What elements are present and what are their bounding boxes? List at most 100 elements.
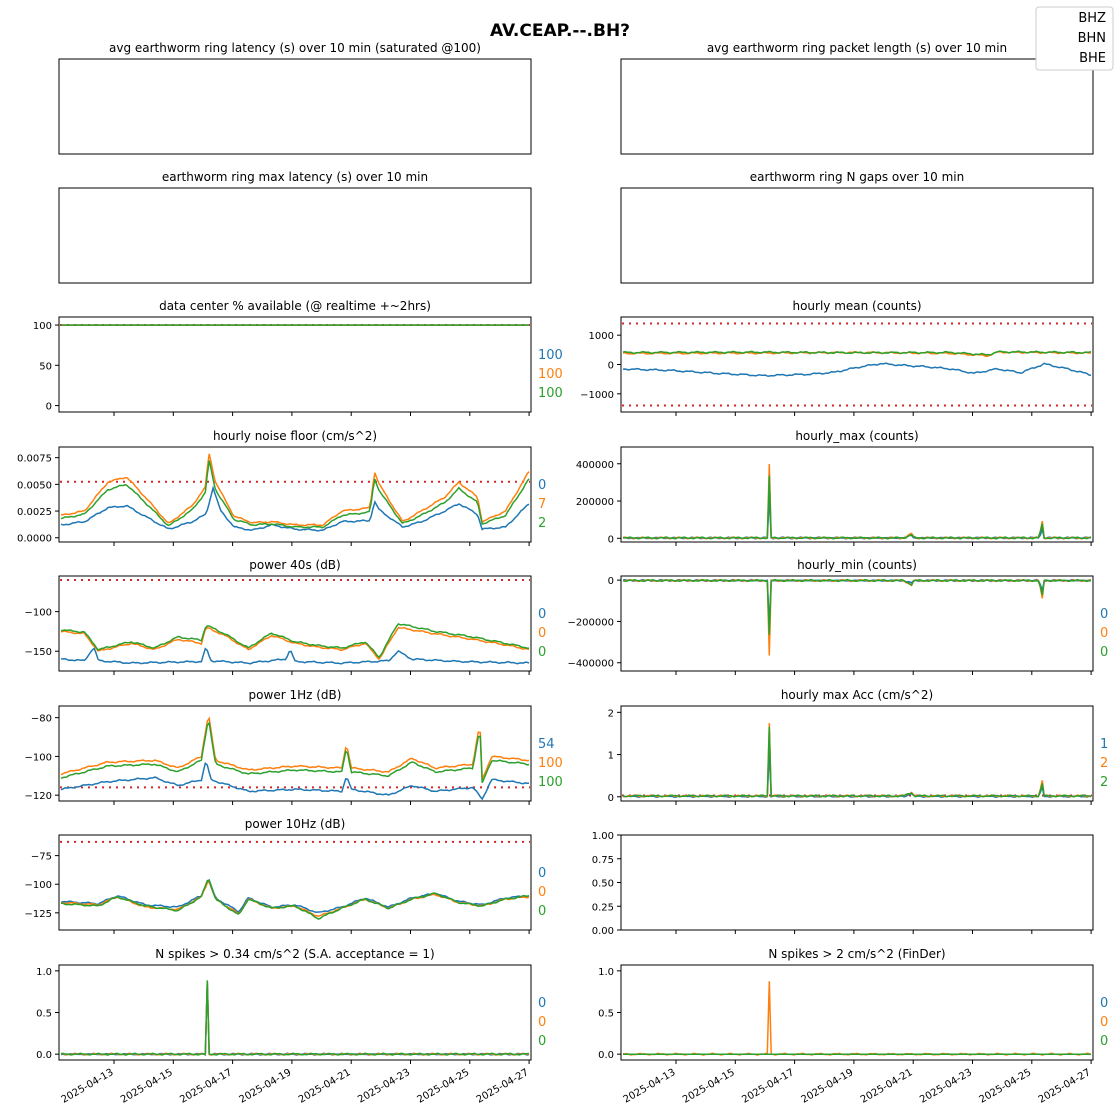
channel-percent-label: 0 bbox=[538, 626, 546, 641]
panel-title: hourly_max (counts) bbox=[795, 429, 918, 443]
y-tick-label: −100 bbox=[25, 880, 52, 891]
y-tick-label: 400000 bbox=[576, 460, 614, 471]
channel-percent-label: 0 bbox=[1100, 645, 1108, 660]
channel-percent-label: 0 bbox=[538, 885, 546, 900]
channel-percent-label: 0 bbox=[1100, 996, 1108, 1011]
channel-percent-label: 0 bbox=[538, 904, 546, 919]
y-tick-label: −100 bbox=[25, 608, 52, 619]
channel-percent-label: 1 bbox=[1100, 737, 1108, 752]
y-tick-label: 0.00 bbox=[592, 926, 614, 937]
series-line-bhe bbox=[622, 726, 1092, 798]
panel-p0: avg earthworm ring latency (s) over 10 m… bbox=[58, 41, 532, 155]
axes-frame bbox=[58, 187, 532, 284]
channel-percent-label: 0 bbox=[538, 996, 546, 1011]
channel-percent-label: 0 bbox=[1100, 1015, 1108, 1030]
x-tick-label: 2025-04-27 bbox=[475, 1067, 531, 1106]
y-tick-label: −80 bbox=[31, 714, 52, 725]
y-tick-label: 0.75 bbox=[592, 855, 614, 866]
series-line-bhe bbox=[622, 475, 1092, 540]
x-tick-label: 2025-04-13 bbox=[622, 1067, 678, 1106]
panel-title: earthworm ring max latency (s) over 10 m… bbox=[162, 170, 428, 184]
channel-percent-label: 100 bbox=[538, 775, 563, 790]
channel-percent-label: 2 bbox=[1100, 775, 1108, 790]
channel-percent-label: 0 bbox=[538, 478, 546, 493]
y-tick-label: −75 bbox=[31, 852, 52, 863]
x-tick-label: 2025-04-19 bbox=[238, 1067, 294, 1106]
channel-percent-label: 100 bbox=[538, 756, 563, 771]
panel-title: power 10Hz (dB) bbox=[245, 817, 346, 831]
panel-p15: N spikes > 2 cm/s^2 (FinDer) 0.0 0.5 1.0 202… bbox=[598, 947, 1108, 1106]
panel-p7: hourly_max (counts) 0 200000 400000 bbox=[576, 429, 1094, 546]
panel-p9: hourly_min (counts) −400000 −200000 0 0 0 0 bbox=[567, 558, 1108, 675]
series-line-bhn bbox=[60, 626, 530, 661]
x-tick-label: 2025-04-21 bbox=[859, 1067, 915, 1106]
series-line-bhe bbox=[60, 721, 530, 784]
axes-frame bbox=[58, 834, 532, 931]
channel-percent-label: 2 bbox=[538, 516, 546, 531]
series-line-bhz bbox=[60, 761, 530, 801]
panel-p2: earthworm ring max latency (s) over 10 m… bbox=[58, 170, 532, 284]
y-tick-label: 100 bbox=[33, 321, 52, 332]
y-tick-label: 0.0 bbox=[36, 1050, 52, 1061]
legend-entry-bhz: BHZ bbox=[1078, 11, 1106, 26]
channel-percent-label: 7 bbox=[538, 497, 546, 512]
x-tick-label: 2025-04-21 bbox=[297, 1067, 353, 1106]
y-tick-label: 1 bbox=[608, 751, 614, 762]
panel-title: N spikes > 2 cm/s^2 (FinDer) bbox=[768, 947, 945, 961]
panel-title: hourly_min (counts) bbox=[797, 558, 917, 572]
y-tick-label: −125 bbox=[25, 909, 52, 920]
axes-frame bbox=[620, 446, 1094, 543]
panel-p5: hourly mean (counts) −1000 0 1000 bbox=[580, 299, 1094, 416]
panel-title: avg earthworm ring latency (s) over 10 m… bbox=[109, 41, 481, 55]
y-tick-label: −200000 bbox=[567, 617, 614, 628]
channel-percent-label: 2 bbox=[1100, 756, 1108, 771]
channel-percent-label: 100 bbox=[538, 367, 563, 382]
channel-percent-label: 0 bbox=[538, 607, 546, 622]
panel-title: earthworm ring N gaps over 10 min bbox=[750, 170, 964, 184]
y-tick-label: 0 bbox=[608, 793, 614, 804]
axes-frame bbox=[620, 834, 1094, 931]
series-line-bhn bbox=[60, 716, 530, 780]
axes-frame bbox=[58, 964, 532, 1061]
channel-percent-label: 0 bbox=[538, 1015, 546, 1030]
channel-percent-label: 0 bbox=[1100, 607, 1108, 622]
x-tick-label: 2025-04-25 bbox=[977, 1067, 1033, 1106]
legend-entry-bhn: BHN bbox=[1078, 31, 1106, 46]
panel-p1: avg earthworm ring packet length (s) ove… bbox=[620, 41, 1094, 155]
y-tick-label: 0.0050 bbox=[17, 480, 52, 491]
y-tick-label: 0.0075 bbox=[17, 454, 52, 465]
panel-title: hourly mean (counts) bbox=[792, 299, 921, 313]
y-tick-label: 2 bbox=[608, 708, 614, 719]
series-line-bhz bbox=[60, 485, 530, 532]
y-tick-label: 1.0 bbox=[598, 967, 614, 978]
panel-title: hourly max Acc (cm/s^2) bbox=[781, 688, 933, 702]
legend-box bbox=[1035, 6, 1114, 71]
panel-p4: data center % available (@ realtime +~2h… bbox=[33, 299, 563, 416]
panel-p10: power 1Hz (dB) −120 −100 −80 54 100 100 bbox=[25, 688, 563, 805]
panel-p8: power 40s (dB) −150 −100 0 0 0 bbox=[25, 558, 546, 675]
y-tick-label: 0.5 bbox=[36, 1009, 52, 1020]
channel-percent-label: 100 bbox=[538, 386, 563, 401]
y-tick-label: 0.5 bbox=[598, 1009, 614, 1020]
axes-frame bbox=[620, 964, 1094, 1061]
y-tick-label: 0.0000 bbox=[17, 534, 52, 545]
series-line-bhe bbox=[61, 879, 530, 920]
axes-frame bbox=[58, 575, 532, 672]
axes-frame bbox=[620, 58, 1094, 155]
channel-percent-label: 0 bbox=[1100, 626, 1108, 641]
legend-entry-bhe: BHE bbox=[1079, 51, 1106, 66]
axes-frame bbox=[620, 187, 1094, 284]
axes-frame bbox=[58, 58, 532, 155]
series-line-bhe bbox=[60, 980, 530, 1056]
channel-percent-label: 0 bbox=[538, 1034, 546, 1049]
series-line-bhe bbox=[60, 622, 530, 659]
panel-p13: 0.00 0.25 0.50 0.75 1.00 bbox=[592, 831, 1094, 937]
y-tick-label: 0.0 bbox=[598, 1050, 614, 1061]
series-line-bhz bbox=[622, 362, 1092, 377]
y-tick-label: 0 bbox=[608, 361, 614, 372]
y-tick-label: 0 bbox=[608, 576, 614, 587]
y-tick-label: 50 bbox=[39, 361, 52, 372]
axes-frame bbox=[58, 316, 532, 413]
panel-p12: power 10Hz (dB) −125 −100 −75 0 0 0 bbox=[25, 817, 546, 934]
